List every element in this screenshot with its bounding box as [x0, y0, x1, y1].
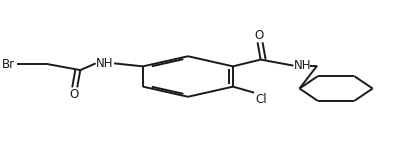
- Text: NH: NH: [95, 57, 113, 70]
- Text: Br: Br: [2, 58, 15, 71]
- Text: O: O: [255, 29, 264, 42]
- Text: NH: NH: [294, 59, 312, 72]
- Text: O: O: [69, 88, 79, 101]
- Text: Cl: Cl: [256, 93, 267, 106]
